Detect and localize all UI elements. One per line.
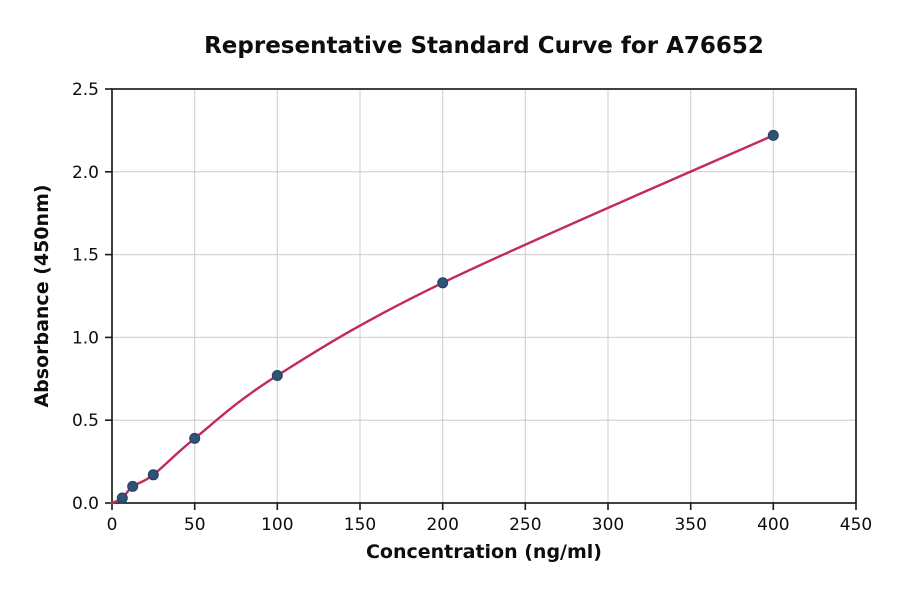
x-tick-label: 400 bbox=[757, 515, 789, 535]
x-tick-label: 250 bbox=[509, 515, 541, 535]
x-tick-label: 0 bbox=[107, 515, 118, 535]
y-tick-label: 0.0 bbox=[72, 494, 99, 514]
x-tick-label: 200 bbox=[426, 515, 458, 535]
x-tick-label: 100 bbox=[261, 515, 293, 535]
data-point bbox=[437, 277, 449, 289]
x-tick-label: 150 bbox=[344, 515, 376, 535]
y-tick-label: 0.5 bbox=[72, 411, 99, 431]
fit-curve bbox=[110, 134, 775, 505]
data-point bbox=[271, 370, 283, 381]
data-point bbox=[127, 480, 139, 492]
y-tick-label: 1.0 bbox=[72, 328, 99, 348]
y-tick-label: 2.5 bbox=[72, 80, 99, 100]
x-tick-label: 450 bbox=[840, 515, 872, 535]
x-axis-label: Concentration (ng/ml) bbox=[365, 541, 602, 563]
data-point bbox=[767, 129, 779, 141]
chart-title: Representative Standard Curve for A76652 bbox=[204, 33, 764, 59]
data-point bbox=[189, 432, 201, 444]
axes-spine-box bbox=[111, 88, 857, 504]
x-tick-label: 300 bbox=[592, 515, 624, 535]
data-point bbox=[147, 469, 159, 481]
x-tick-label: 50 bbox=[184, 515, 206, 535]
data-point bbox=[116, 492, 128, 504]
y-tick-label: 1.5 bbox=[72, 246, 99, 266]
y-axis-label: Absorbance (450nm) bbox=[31, 184, 53, 408]
x-tick-label: 350 bbox=[674, 515, 706, 535]
y-tick-label: 2.0 bbox=[72, 163, 99, 183]
